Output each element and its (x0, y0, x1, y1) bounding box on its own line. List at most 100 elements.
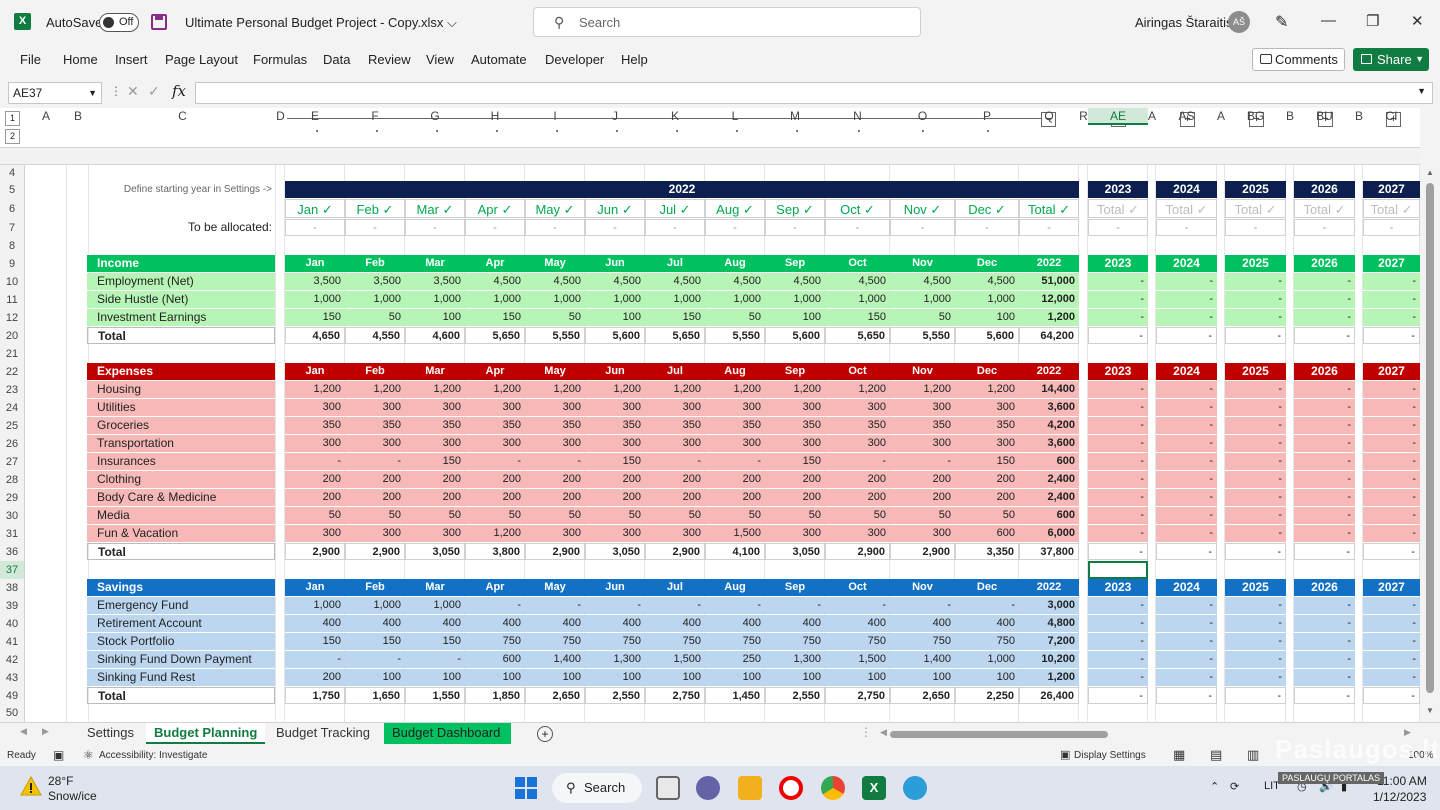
allocated-value[interactable]: - (1294, 219, 1355, 236)
future-value-cell[interactable]: - (1088, 273, 1148, 290)
future-value-cell[interactable]: - (1294, 507, 1355, 524)
total-cell[interactable]: 1,750 (285, 687, 345, 704)
future-value-cell[interactable]: - (1156, 615, 1217, 632)
value-cell[interactable]: 300 (955, 399, 1019, 416)
value-cell[interactable]: 1,000 (465, 291, 525, 308)
value-cell[interactable]: 400 (955, 615, 1019, 632)
value-cell[interactable]: 4,800 (1019, 615, 1079, 632)
column-header-g[interactable]: G (430, 109, 440, 123)
row-header-28[interactable]: 28 (5, 474, 19, 486)
row-label[interactable]: Groceries (87, 417, 275, 434)
scroll-thumb[interactable] (890, 731, 1108, 738)
value-cell[interactable]: 350 (705, 417, 765, 434)
page-break-icon[interactable]: ▥ (1247, 747, 1260, 762)
future-value-cell[interactable]: - (1225, 597, 1286, 614)
column-header-f[interactable]: F (371, 109, 379, 123)
total-cell[interactable]: 3,050 (405, 543, 465, 560)
value-cell[interactable]: 350 (405, 417, 465, 434)
total-cell[interactable]: 1,850 (465, 687, 525, 704)
total-cell[interactable]: 37,800 (1019, 543, 1079, 560)
future-value-cell[interactable]: - (1088, 597, 1148, 614)
value-cell[interactable]: 1,000 (705, 291, 765, 308)
value-cell[interactable]: 300 (705, 399, 765, 416)
future-value-cell[interactable]: - (1363, 507, 1420, 524)
total-cell[interactable]: 1,450 (705, 687, 765, 704)
value-cell[interactable]: 150 (405, 453, 465, 470)
value-cell[interactable]: 1,000 (405, 291, 465, 308)
value-cell[interactable]: 150 (405, 633, 465, 650)
cell-grid[interactable]: 12−+++++ABCDEFGHIJKLMNOPQRAEAASABGBBUBCI… (0, 108, 1440, 722)
outline-expand-button[interactable]: + (1386, 112, 1401, 127)
value-cell[interactable]: 750 (825, 633, 890, 650)
row-header-6[interactable]: 6 (8, 203, 16, 215)
file-explorer-icon[interactable] (738, 776, 762, 800)
value-cell[interactable]: 200 (465, 489, 525, 506)
row-header-40[interactable]: 40 (5, 618, 19, 630)
column-header-bg[interactable]: BG (1246, 109, 1265, 123)
future-value-cell[interactable]: - (1363, 291, 1420, 308)
value-cell[interactable]: - (465, 453, 525, 470)
value-cell[interactable]: 200 (345, 489, 405, 506)
more-icon[interactable]: ⋮ (110, 84, 122, 98)
row-header-8[interactable]: 8 (8, 240, 16, 252)
value-cell[interactable]: 300 (585, 525, 645, 542)
value-cell[interactable]: 250 (705, 651, 765, 668)
allocated-value[interactable]: - (765, 219, 825, 236)
value-cell[interactable]: 200 (585, 489, 645, 506)
value-cell[interactable]: 200 (890, 471, 955, 488)
value-cell[interactable]: 300 (465, 399, 525, 416)
teams-icon[interactable] (696, 776, 720, 800)
value-cell[interactable]: 200 (705, 489, 765, 506)
value-cell[interactable]: 600 (1019, 507, 1079, 524)
comments-button[interactable]: Comments (1252, 48, 1345, 71)
row-label[interactable]: Body Care & Medicine (87, 489, 275, 506)
value-cell[interactable]: 400 (465, 615, 525, 632)
value-cell[interactable]: 1,000 (955, 291, 1019, 308)
value-cell[interactable]: 400 (585, 615, 645, 632)
row-header-43[interactable]: 43 (5, 672, 19, 684)
total-cell[interactable]: 5,600 (765, 327, 825, 344)
value-cell[interactable]: 300 (890, 525, 955, 542)
column-header-bu[interactable]: BU (1316, 109, 1333, 123)
value-cell[interactable]: 1,000 (285, 291, 345, 308)
value-cell[interactable]: 300 (955, 435, 1019, 452)
insert-function-icon[interactable]: fx (172, 82, 187, 100)
value-cell[interactable]: - (465, 597, 525, 614)
future-value-cell[interactable]: - (1156, 489, 1217, 506)
total-cell[interactable]: 4,100 (705, 543, 765, 560)
future-value-cell[interactable]: - (1294, 399, 1355, 416)
value-cell[interactable]: 200 (825, 471, 890, 488)
save-icon[interactable] (151, 14, 167, 30)
value-cell[interactable]: 100 (345, 669, 405, 686)
weather-temp[interactable]: 28°F (48, 774, 74, 788)
value-cell[interactable]: 1,200 (645, 381, 705, 398)
value-cell[interactable]: 750 (465, 633, 525, 650)
value-cell[interactable]: 300 (645, 525, 705, 542)
total-cell[interactable]: 3,800 (465, 543, 525, 560)
column-header-a[interactable]: A (1217, 109, 1226, 123)
value-cell[interactable]: 51,000 (1019, 273, 1079, 290)
allocated-value[interactable]: - (1019, 219, 1079, 236)
value-cell[interactable]: - (890, 597, 955, 614)
future-total-cell[interactable]: - (1294, 687, 1355, 704)
row-header-25[interactable]: 25 (5, 420, 19, 432)
column-header-o[interactable]: O (917, 109, 928, 123)
value-cell[interactable]: 350 (765, 417, 825, 434)
future-value-cell[interactable]: - (1363, 309, 1420, 326)
value-cell[interactable]: 400 (825, 615, 890, 632)
value-cell[interactable]: 100 (645, 669, 705, 686)
column-header-b[interactable]: B (1286, 109, 1295, 123)
menu-review[interactable]: Review (368, 52, 411, 67)
total-cell[interactable]: 5,550 (890, 327, 955, 344)
total-cell[interactable]: 5,650 (465, 327, 525, 344)
menu-view[interactable]: View (426, 52, 454, 67)
value-cell[interactable]: 350 (585, 417, 645, 434)
scroll-up-icon[interactable]: ▲ (1426, 168, 1434, 177)
column-header-i[interactable]: I (553, 109, 557, 123)
future-value-cell[interactable]: - (1156, 435, 1217, 452)
chevron-down-icon[interactable]: ▼ (1415, 54, 1424, 64)
value-cell[interactable]: - (405, 651, 465, 668)
value-cell[interactable]: 350 (955, 417, 1019, 434)
worksheet[interactable]: 12−+++++ABCDEFGHIJKLMNOPQRAEAASABGBBUBCI… (0, 108, 1440, 722)
value-cell[interactable]: 3,500 (285, 273, 345, 290)
